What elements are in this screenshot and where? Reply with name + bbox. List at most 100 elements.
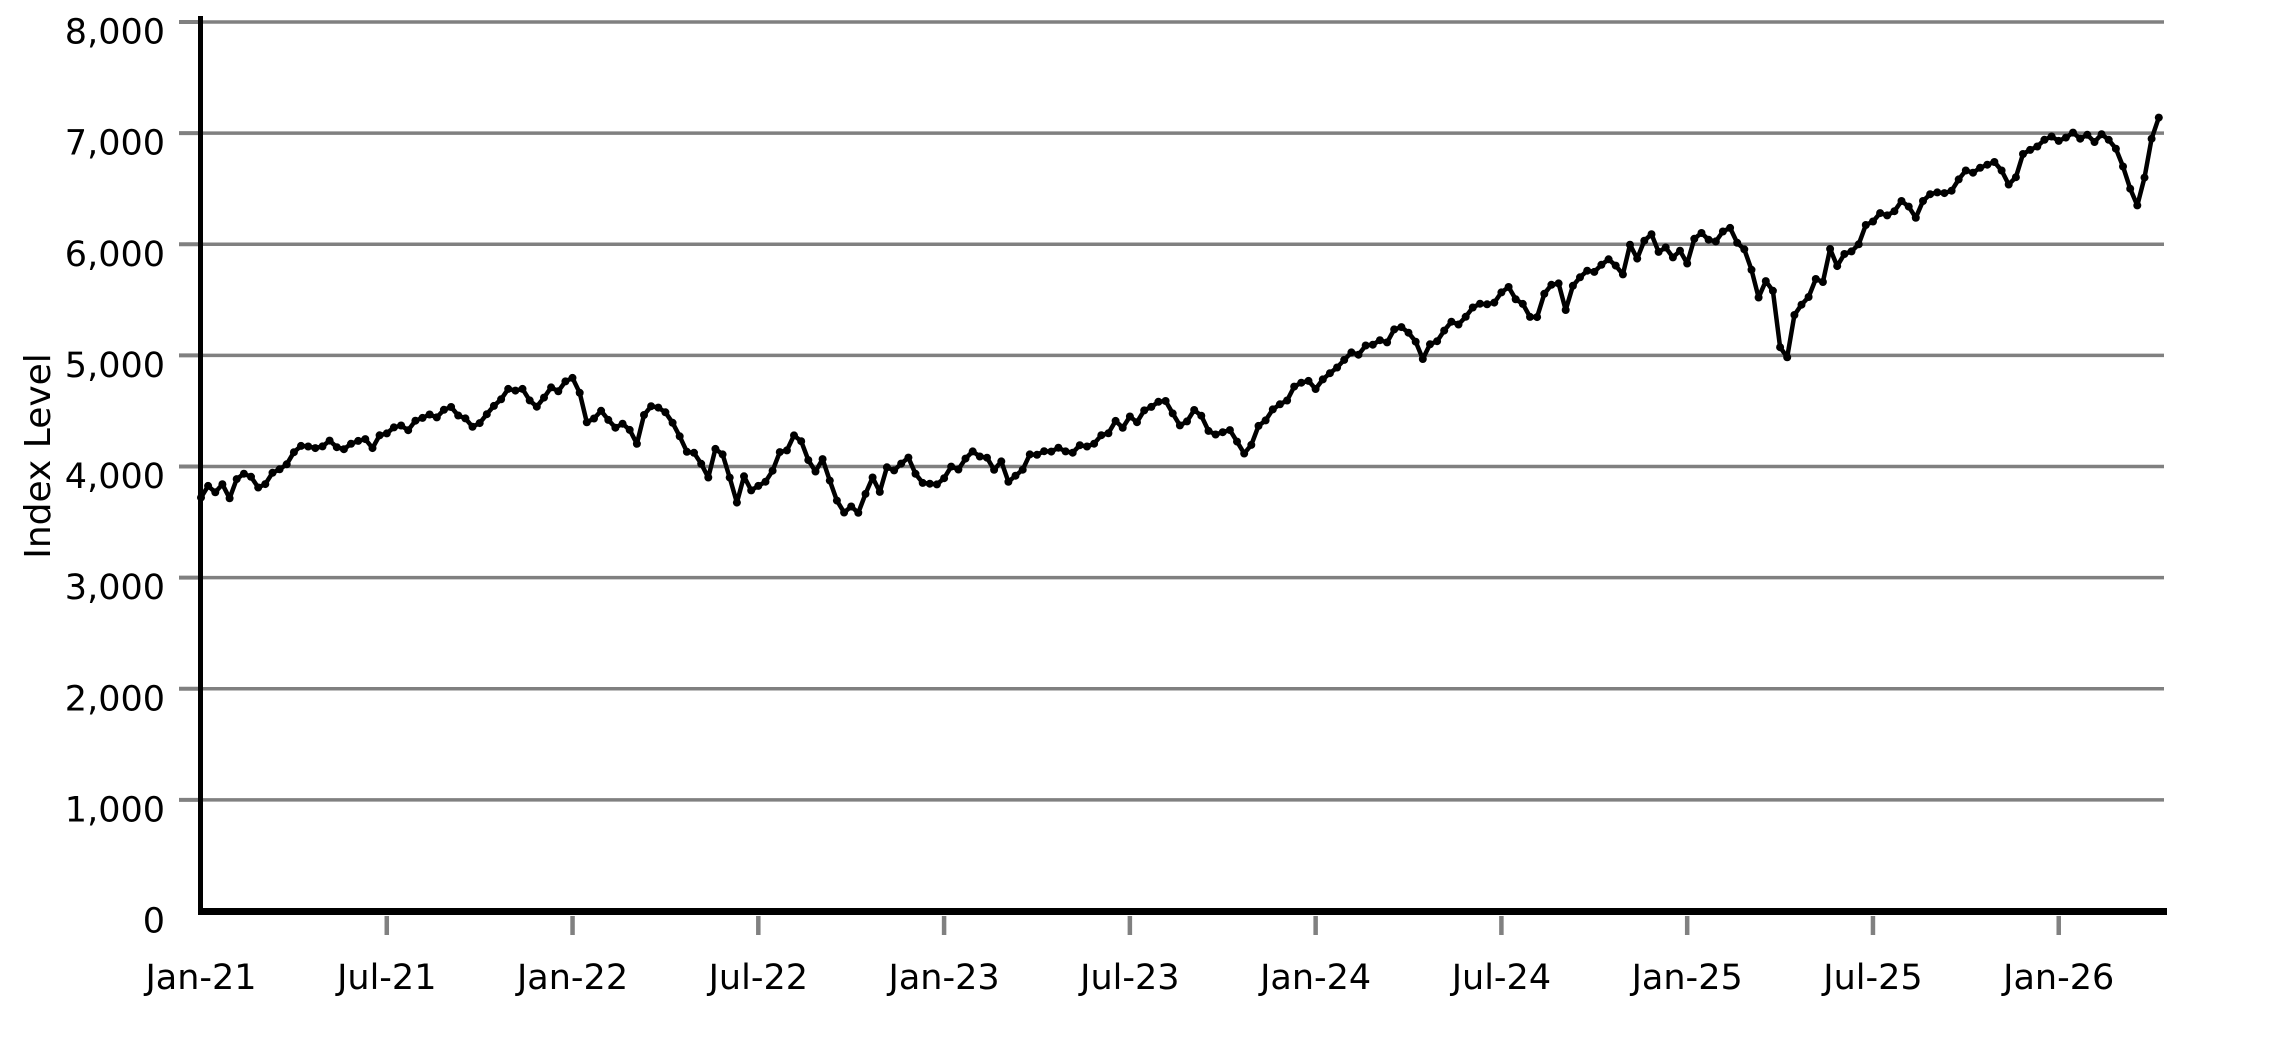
series-point bbox=[1783, 353, 1792, 362]
series-point bbox=[1025, 450, 1034, 459]
series-point bbox=[740, 472, 748, 481]
series-point bbox=[1147, 402, 1156, 411]
series-point bbox=[983, 453, 991, 462]
series-point bbox=[239, 469, 248, 478]
series-point bbox=[1183, 417, 1191, 426]
series-point bbox=[218, 480, 227, 489]
series-point bbox=[847, 502, 856, 511]
series-point bbox=[439, 405, 448, 414]
series-point bbox=[1826, 244, 1835, 253]
series-point bbox=[2133, 201, 2142, 210]
series-point bbox=[768, 466, 777, 475]
series-point bbox=[1218, 428, 1227, 437]
series-point bbox=[825, 476, 834, 485]
series-point bbox=[1797, 300, 1806, 309]
series-point bbox=[1926, 190, 1935, 199]
series-point bbox=[554, 387, 563, 396]
series-point bbox=[225, 494, 234, 503]
series-point bbox=[1883, 211, 1892, 220]
series-point bbox=[1904, 202, 1913, 211]
series-point bbox=[947, 462, 956, 471]
series-point bbox=[368, 444, 377, 453]
series-point bbox=[1161, 397, 1170, 405]
series-point bbox=[1604, 255, 1613, 264]
series-point bbox=[1340, 355, 1349, 364]
series-point bbox=[1911, 213, 1920, 222]
series-point bbox=[961, 454, 970, 463]
series-point bbox=[725, 473, 734, 482]
series-point bbox=[590, 414, 598, 423]
series-point bbox=[1447, 317, 1456, 326]
series-point bbox=[1626, 240, 1634, 249]
series-point bbox=[1225, 426, 1234, 435]
series-point bbox=[1397, 323, 1406, 332]
series-point bbox=[1490, 298, 1499, 307]
series-point bbox=[2147, 134, 2156, 143]
series-point bbox=[968, 447, 977, 456]
series-point bbox=[261, 480, 270, 489]
series-point bbox=[1654, 247, 1663, 256]
series-point bbox=[1526, 312, 1534, 321]
series-path bbox=[198, 115, 2162, 516]
series-point bbox=[1097, 431, 1106, 440]
series-point bbox=[1383, 338, 1392, 347]
series-point bbox=[1790, 311, 1799, 319]
series-point bbox=[1611, 261, 1620, 270]
series-point bbox=[775, 448, 784, 457]
series-point bbox=[1597, 260, 1606, 269]
series-point bbox=[1754, 293, 1763, 302]
series-point bbox=[1704, 235, 1713, 244]
x-tick-labels: Jan-21 Jul-21 Jan-22 Jul-22 Jan-23 Jul-23 Jan-… bbox=[143, 958, 2114, 998]
series-point bbox=[247, 472, 255, 481]
series-point bbox=[2154, 113, 2163, 122]
series-point bbox=[1240, 449, 1249, 458]
series-point bbox=[1869, 217, 1877, 226]
series-point bbox=[625, 425, 634, 434]
series-point bbox=[682, 447, 691, 456]
series-point bbox=[2069, 128, 2077, 137]
series-point bbox=[1668, 253, 1677, 262]
series-point bbox=[1683, 259, 1692, 268]
series-point bbox=[1861, 221, 1870, 229]
series-point bbox=[2054, 136, 2063, 145]
series-point bbox=[1168, 409, 1177, 418]
series-point bbox=[1275, 400, 1284, 409]
series-point bbox=[2033, 142, 2042, 151]
y-tick-label: 6,000 bbox=[65, 235, 165, 275]
series-point bbox=[1533, 313, 1542, 322]
series-point bbox=[1104, 429, 1113, 438]
series-point bbox=[1697, 229, 1706, 237]
series-point bbox=[211, 488, 220, 497]
series-point bbox=[1468, 303, 1477, 312]
series-point bbox=[818, 455, 827, 464]
y-tick-marks bbox=[179, 20, 199, 802]
series-point bbox=[2019, 150, 2027, 158]
series-point bbox=[418, 413, 427, 422]
series-point bbox=[1690, 234, 1699, 243]
series-point bbox=[1354, 350, 1363, 359]
x-tick-label: Jan-23 bbox=[887, 958, 1000, 998]
series-point bbox=[832, 496, 841, 505]
series-point bbox=[547, 383, 556, 392]
series-point bbox=[940, 474, 949, 483]
series-point bbox=[1497, 288, 1506, 297]
series-point bbox=[690, 448, 698, 457]
series-point bbox=[325, 436, 334, 445]
series-point bbox=[1976, 163, 1985, 172]
series-point bbox=[489, 401, 498, 410]
series-point bbox=[2076, 134, 2085, 143]
series-point bbox=[289, 448, 298, 457]
x-tick-label: Jan-24 bbox=[1258, 958, 1371, 998]
series-point bbox=[1375, 336, 1384, 345]
x-tick-label: Jan-21 bbox=[143, 958, 256, 998]
series-point bbox=[1347, 348, 1356, 357]
series-point bbox=[375, 431, 384, 440]
series-point bbox=[1540, 289, 1549, 298]
series-point bbox=[1426, 340, 1434, 349]
series-point bbox=[447, 403, 456, 411]
series-point bbox=[1969, 168, 1977, 177]
series-point bbox=[1518, 299, 1527, 308]
series-point bbox=[640, 411, 648, 419]
series-point bbox=[2047, 132, 2056, 141]
series-point bbox=[597, 406, 606, 415]
